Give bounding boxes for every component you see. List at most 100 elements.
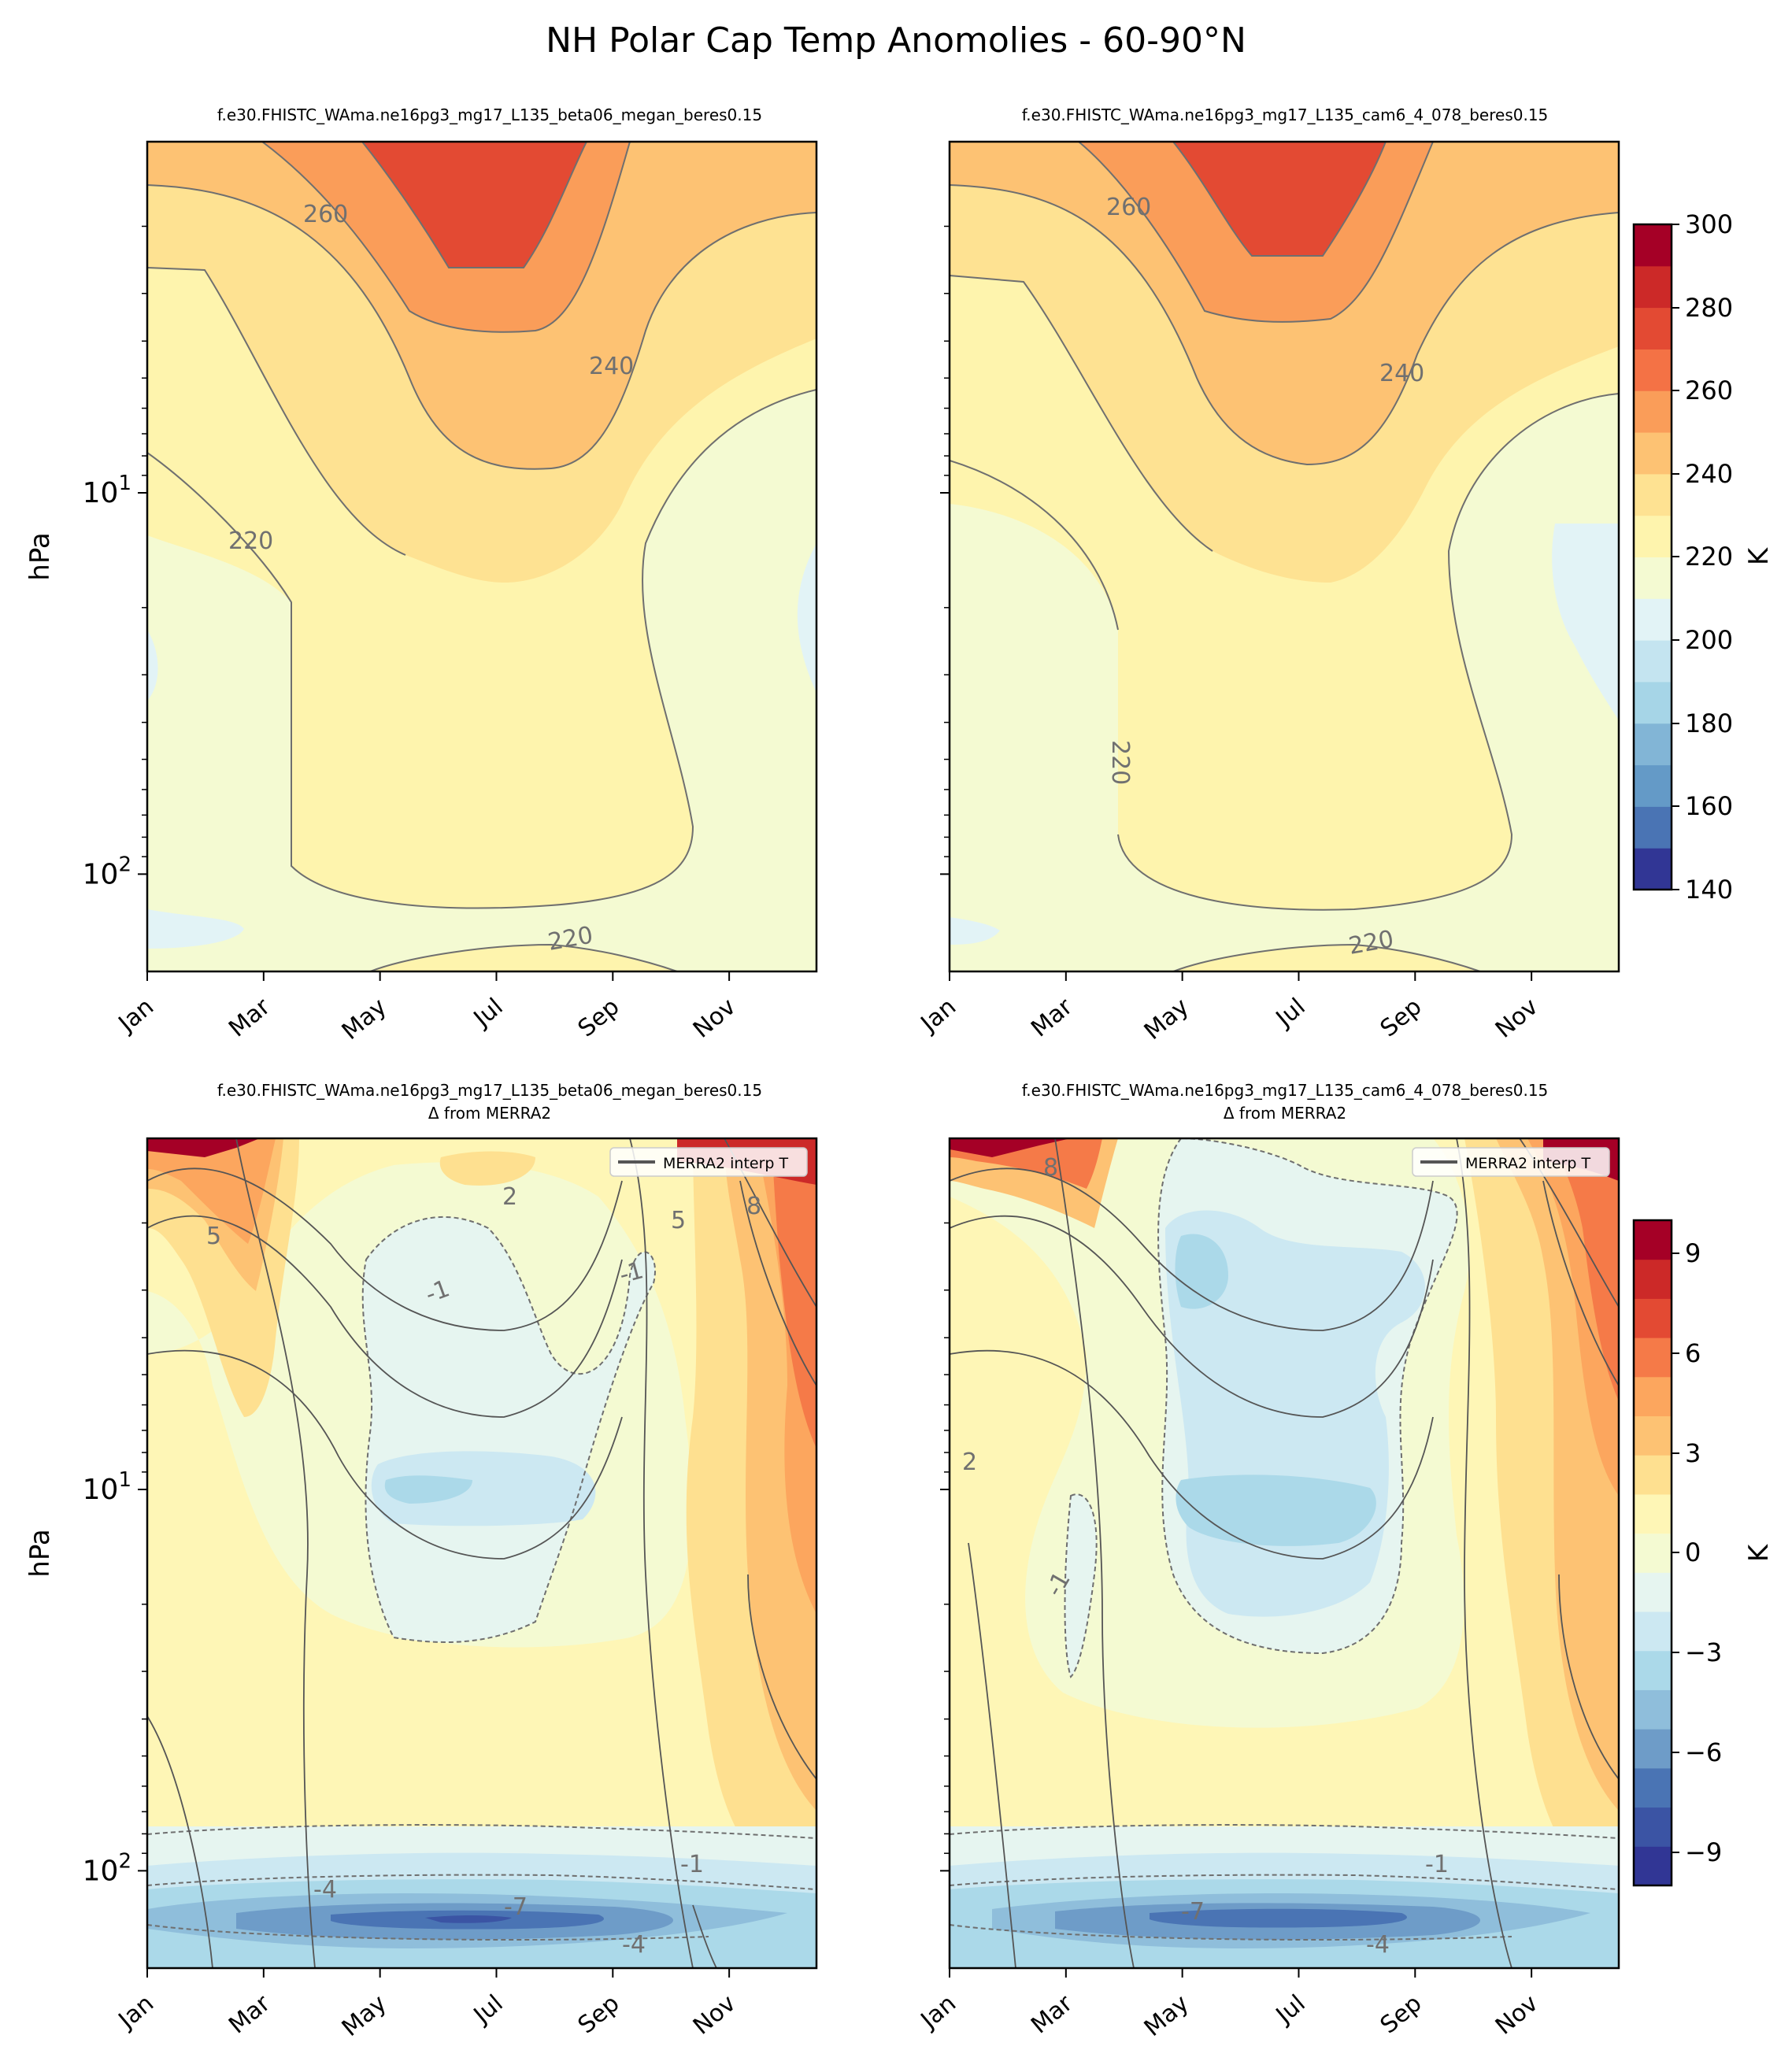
colorbar-tick-label: 240 <box>1685 459 1733 489</box>
y-tick-label: 102 <box>83 1849 131 1887</box>
x-tick-label: May <box>1139 993 1194 1045</box>
colorbar-label: K <box>1743 1543 1775 1562</box>
colorbar-cell <box>1634 473 1672 516</box>
colorbar-cell <box>1634 307 1672 350</box>
merra2-contours <box>147 1138 816 1968</box>
colorbar-tick-label: 9 <box>1685 1238 1701 1268</box>
x-tick-label: Mar <box>224 1989 276 2040</box>
x-tick-label: Nov <box>1490 993 1543 1043</box>
level-260-270 <box>362 142 587 268</box>
x-tick-label: Sep <box>1375 1989 1427 2039</box>
colorbar-cell <box>1634 1729 1672 1769</box>
level-9-10-left <box>147 1138 260 1157</box>
x-tick-label: Mar <box>1026 993 1078 1043</box>
colorbar-cell <box>1634 432 1672 475</box>
legend-label: MERRA2 interp T <box>1465 1155 1591 1172</box>
level-9-10-left <box>950 1138 1071 1157</box>
colorbar-cell <box>1634 806 1672 849</box>
contour-label: -4 <box>313 1876 337 1904</box>
colorbar-cell <box>1634 1455 1672 1495</box>
colorbar-tick-label: 160 <box>1685 791 1733 821</box>
low-region-right <box>797 543 816 693</box>
plot-frame <box>146 1137 818 1970</box>
contour-label: -4 <box>1366 1931 1390 1959</box>
contour-labels: 260 240 220 220 <box>1106 194 1424 960</box>
y-tick-label: 101 <box>83 1468 131 1506</box>
colorbar-cell <box>1634 390 1672 433</box>
colorbar-tick-label: 180 <box>1685 709 1733 738</box>
y-axis: hPa <box>24 532 56 580</box>
contour-labels: 5 2 -1 -1 5 8 -4 -7 -4 -1 <box>206 1183 761 1959</box>
contour-label: 220 <box>228 527 273 555</box>
panel-top-left: f.e30.FHISTC_WAma.ne16pg3_mg17_L135_beta… <box>24 105 818 973</box>
colorbar-cell <box>1634 1807 1672 1847</box>
colorbar-tick-label: 220 <box>1685 542 1733 572</box>
colorbar-label: K <box>1743 546 1775 565</box>
x-tick-label: Jan <box>113 993 159 1038</box>
level-neg7-neg6 <box>1150 1908 1407 1928</box>
colorbar-cell <box>1634 640 1672 683</box>
colorbar-cell <box>1634 1259 1672 1299</box>
colorbar-cell <box>1634 848 1672 890</box>
colorbar-tick-label: 3 <box>1685 1438 1701 1468</box>
contour-label: -7 <box>504 1893 528 1921</box>
level-neg4-neg3-a <box>1175 1234 1228 1309</box>
bottom-warm-band <box>370 945 677 971</box>
colorbar-cell <box>1634 1298 1672 1338</box>
y-tick-label: 102 <box>83 853 131 890</box>
legend-label: MERRA2 interp T <box>663 1155 789 1172</box>
colorbar-cells <box>1634 1220 1672 1886</box>
colorbar-anomaly: −9 −6 −3 0 3 6 9 K <box>1632 1219 1775 1887</box>
level-4-5 <box>772 1138 816 1449</box>
panel-bottom-left: f.e30.FHISTC_WAma.ne16pg3_mg17_L135_beta… <box>24 1081 818 1970</box>
x-tick-label: Jul <box>1270 1989 1311 2030</box>
colorbar-tick-label: 300 <box>1685 209 1733 239</box>
x-tick-label: Jan <box>915 993 961 1038</box>
bottom-warm-band <box>1173 945 1480 971</box>
panel-bottom-right: f.e30.FHISTC_WAma.ne16pg3_mg17_L135_cam6… <box>948 1081 1620 1970</box>
colorbar-tick-label: −9 <box>1685 1837 1722 1867</box>
contour-label: 260 <box>303 201 348 228</box>
plot-frame <box>948 140 1620 973</box>
colorbar-tick-label: 6 <box>1685 1338 1701 1368</box>
level-4-5 <box>1551 1138 1619 1401</box>
plot-frame <box>146 140 818 973</box>
colorbar-tick-label: 200 <box>1685 625 1733 655</box>
contour-label: 2 <box>962 1449 977 1476</box>
panel-top-right: f.e30.FHISTC_WAma.ne16pg3_mg17_L135_cam6… <box>948 105 1620 973</box>
merra2-contours <box>950 1138 1619 1968</box>
x-tick-label: Jul <box>1270 993 1311 1033</box>
contour-label: -1 <box>680 1851 704 1878</box>
level-3-4-left <box>147 1138 276 1244</box>
level-260-270 <box>1173 142 1386 256</box>
colorbar-cell <box>1634 1846 1672 1886</box>
colorbar-cell <box>1634 515 1672 557</box>
x-tick-label: Sep <box>573 993 625 1042</box>
colorbar-cell <box>1634 349 1672 391</box>
temperature-field: 260 240 220 220 <box>950 142 1619 971</box>
level-neg4-neg3-b <box>1176 1475 1376 1546</box>
low-anomaly-region <box>147 909 244 949</box>
colorbar-cell <box>1634 1533 1672 1573</box>
legend-box <box>1412 1147 1610 1177</box>
negative-contours <box>950 1138 1619 1941</box>
low-anomaly-region <box>950 917 1000 945</box>
y-axis-label: hPa <box>24 532 56 580</box>
level-neg3-neg2 <box>371 1451 596 1526</box>
colorbar-cells <box>1634 224 1672 890</box>
low-region-left <box>147 630 158 701</box>
contour-label: 8 <box>1043 1154 1058 1182</box>
colorbar-tick-label: 0 <box>1685 1537 1701 1567</box>
colorbar-cell <box>1634 681 1672 724</box>
contour-label: 240 <box>1379 360 1424 387</box>
panel-title: f.e30.FHISTC_WAma.ne16pg3_mg17_L135_cam6… <box>1022 1081 1549 1100</box>
contour-label: 5 <box>671 1207 686 1234</box>
low-region-right <box>1552 524 1619 720</box>
colorbar-cell <box>1634 723 1672 766</box>
panel-title: f.e30.FHISTC_WAma.ne16pg3_mg17_L135_beta… <box>217 105 762 124</box>
contour-labels: 8 2 -1 -7 -4 -1 <box>962 1154 1449 1959</box>
contour-label: 240 <box>589 353 634 380</box>
contour-label: -1 <box>1425 1851 1449 1878</box>
temperature-field: 260 240 220 220 <box>147 142 816 971</box>
panel-title: f.e30.FHISTC_WAma.ne16pg3_mg17_L135_cam6… <box>1022 105 1549 124</box>
